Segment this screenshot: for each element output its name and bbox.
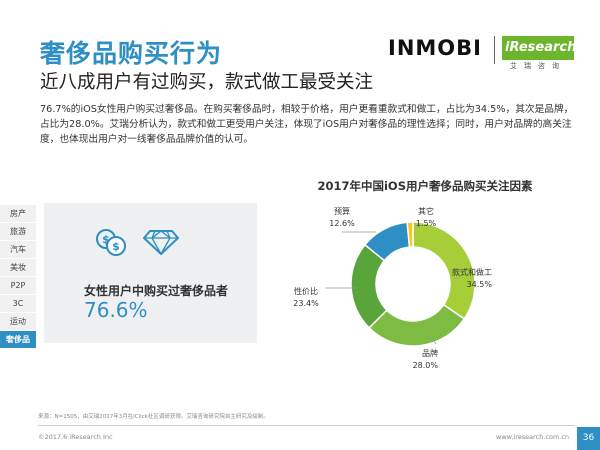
- stat-value: 76.6%: [84, 298, 148, 322]
- footer-divider: [38, 425, 575, 426]
- donut-chart: 款式和做工 34.5% 品牌 28.0% 性价比 23.4% 预算 12.6% 其它 1.5%: [293, 206, 493, 370]
- slice-value-label: 1.5%: [416, 219, 437, 228]
- summary-paragraph: 76.7%的iOS女性用户购买过奢侈品。在购买奢侈品时，相较于价格，用户更看重款…: [40, 104, 574, 145]
- slice-category-label: 其它: [418, 206, 434, 216]
- inmobi-logo: INMOBI: [388, 36, 482, 60]
- side-nav-item-beauty[interactable]: 美妆: [0, 259, 36, 276]
- page-number: 36: [577, 427, 600, 450]
- side-nav-item-sports[interactable]: 运动: [0, 313, 36, 330]
- side-nav-item-travel[interactable]: 旅游: [0, 223, 36, 240]
- page-title: 奢侈品购买行为: [40, 39, 223, 68]
- slice-category-label: 品牌: [422, 348, 438, 358]
- slice-value-label: 12.6%: [329, 219, 355, 228]
- stat-label: 女性用户中购买过奢侈品者: [84, 284, 229, 298]
- footer-copyright: ©2017.6 iResearch Inc: [38, 433, 113, 441]
- slice-value-label: 34.5%: [467, 280, 493, 289]
- side-nav-item-p2p[interactable]: P2P: [0, 277, 36, 294]
- logo-divider: [494, 36, 495, 64]
- footer-url[interactable]: www.iresearch.com.cn: [496, 433, 570, 441]
- side-nav-item-real-estate[interactable]: 房产: [0, 205, 36, 222]
- side-nav-item-luxury[interactable]: 奢侈品: [0, 331, 36, 348]
- side-nav: 房产 旅游 汽车 美妆 P2P 3C 运动 奢侈品: [0, 205, 36, 349]
- leader-line: [413, 222, 421, 229]
- stat-panel: [44, 203, 257, 343]
- svg-text:$: $: [112, 240, 120, 253]
- iresearch-logo: iResearch: [502, 36, 576, 60]
- leader-line: [429, 335, 437, 345]
- chart-title: 2017年中国iOS用户奢侈品购买关注因素: [317, 179, 533, 193]
- money-coins-icon: $ $: [96, 229, 126, 256]
- slice-category-label: 款式和做工: [452, 267, 492, 277]
- slice-value-label: 23.4%: [293, 299, 319, 308]
- slice-category-label: 预算: [334, 206, 350, 216]
- donut-slice: [406, 221, 414, 248]
- side-nav-item-auto[interactable]: 汽车: [0, 241, 36, 258]
- iresearch-logo-subtitle: 艾瑞咨询: [510, 62, 566, 70]
- slice-category-label: 性价比: [294, 286, 318, 296]
- side-nav-item-3c[interactable]: 3C: [0, 295, 36, 312]
- diamond-icon: [143, 230, 179, 255]
- svg-text:$: $: [102, 233, 110, 246]
- page-subtitle: 近八成用户有过购买，款式做工最受关注: [40, 72, 374, 93]
- footer-source: 来源：N=1505，由艾瑞2017年3月在iClick社区调研获得。艾瑞咨询研究…: [38, 414, 269, 420]
- slice-value-label: 28.0%: [413, 361, 439, 370]
- donut-slice: [412, 221, 476, 320]
